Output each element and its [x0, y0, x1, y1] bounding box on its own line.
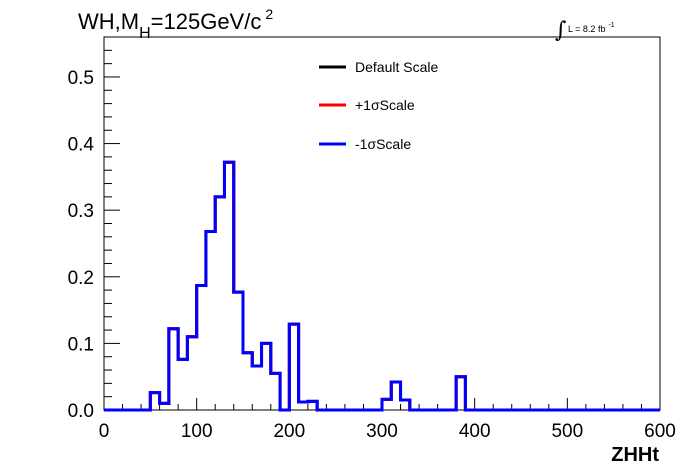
x-tick-label: 400 — [459, 421, 491, 442]
series-line-2 — [104, 160, 660, 412]
legend: Default Scale +1σScale -1σScale — [319, 59, 438, 152]
x-tick-label: 100 — [181, 421, 213, 442]
y-tick-label: 0.3 — [68, 201, 94, 222]
x-tick-label: 0 — [99, 421, 110, 442]
series-line-0 — [104, 160, 660, 412]
luminosity-label: L = 8.2 fb -1 — [568, 22, 615, 34]
x-axis-label: ZHHt — [611, 444, 659, 466]
x-tick-label: 300 — [366, 421, 398, 442]
x-tick-label: 200 — [273, 421, 305, 442]
legend-label-2: -1σScale — [355, 136, 411, 152]
series-line-1 — [104, 160, 660, 412]
legend-label-0: Default Scale — [355, 59, 438, 75]
y-tick-label: 0.4 — [68, 135, 95, 156]
series-layer — [104, 160, 660, 412]
y-tick-label: 0.1 — [68, 334, 94, 355]
y-tick-label: 0.0 — [68, 401, 94, 422]
legend-label-1: +1σScale — [355, 97, 415, 113]
x-tick-label: 500 — [551, 421, 583, 442]
integral-symbol: ∫ — [555, 18, 567, 43]
x-tick-label: 600 — [644, 421, 676, 442]
y-tick-label: 0.5 — [68, 68, 94, 89]
chart-title: WH,MH=125GeV/c 2 — [78, 6, 273, 42]
axes: 0 100 200 300 400 500 600 0.0 0.1 0.2 0.3 0.4 0.5 — [68, 49, 676, 442]
y-tick-label: 0.2 — [68, 268, 94, 289]
